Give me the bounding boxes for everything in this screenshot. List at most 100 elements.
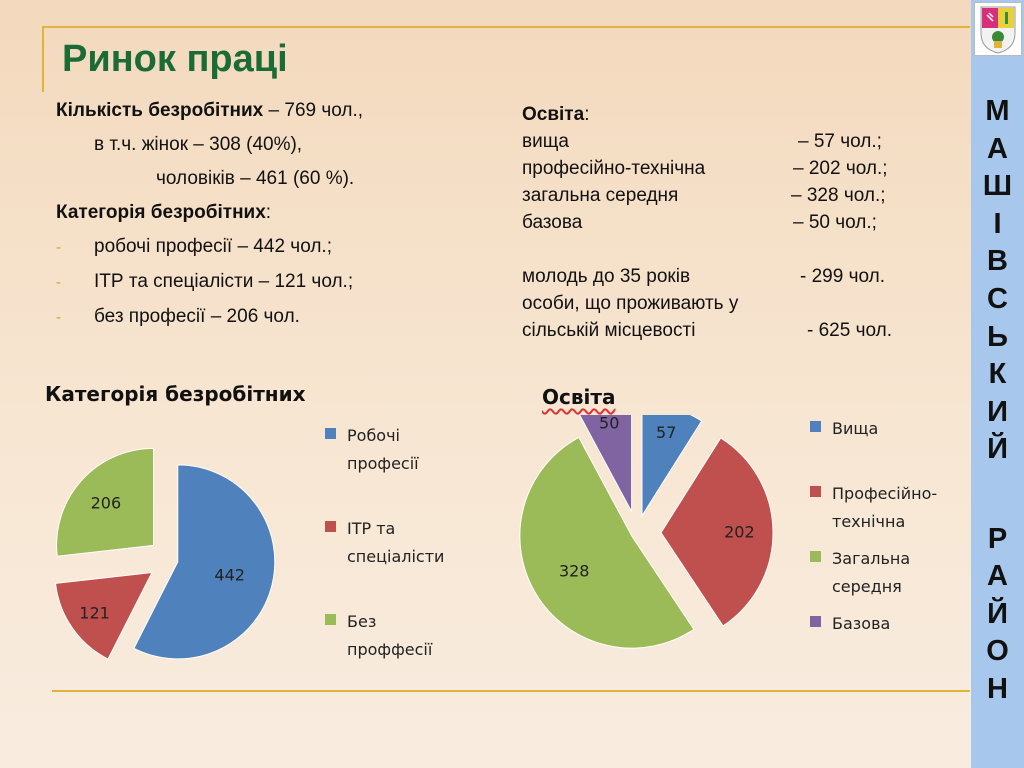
bullet-text: ІТР та спеціалісти – 121 чол.; [94, 271, 354, 292]
page-title: Ринок праці [62, 38, 288, 80]
district-letter: И [987, 395, 1008, 428]
education-row-value: – 328 чол.; [791, 185, 886, 206]
youth-value: - 299 чол. [800, 266, 885, 287]
pie-slice-4 [579, 415, 633, 512]
chart-title-education: Освіта [542, 385, 615, 409]
top-rule [42, 26, 970, 28]
rural-label-2: сільській місцевості [522, 320, 696, 341]
district-letter: Й [987, 597, 1008, 630]
district-letter: Й [987, 433, 1008, 466]
youth-row: молодь до 35 років - 299 чол. [522, 266, 942, 293]
education-row-label: професійно-технічна [522, 158, 706, 179]
category-label: Категорія безробітних [56, 202, 266, 223]
district-letter: І [993, 207, 1002, 240]
blank-row [522, 239, 942, 266]
district-letter: К [988, 358, 1007, 391]
district-letter: Н [987, 672, 1008, 705]
education-colon: : [584, 104, 590, 125]
education-row: загальна середня – 328 чол.; [522, 185, 942, 212]
left-accent-rule [42, 26, 44, 92]
youth-label: молодь до 35 років [522, 266, 691, 287]
district-letter: М [985, 95, 1010, 127]
pie-data-label: 206 [91, 494, 122, 513]
category-heading: Категорія безробітних: [56, 196, 516, 230]
legend-swatch [325, 521, 336, 532]
bullet-dash: - [56, 274, 61, 291]
education-row-label: вища [522, 131, 569, 152]
total-value: – 769 чол., [263, 100, 364, 121]
total-line: Кількість безробітних – 769 чол., [56, 94, 516, 128]
pie-data-label: 50 [599, 415, 619, 433]
pie-slice-1 [641, 415, 703, 518]
pie-data-label: 57 [656, 423, 676, 442]
pie-slice-3 [56, 447, 155, 557]
legend-swatch [810, 421, 821, 432]
legend-label: Вища [832, 419, 879, 438]
legend-label: Професійно-технічна [832, 484, 938, 531]
legend-swatch [325, 428, 336, 439]
district-letter: Ш [982, 170, 1013, 203]
education-row-value: – 202 чол.; [793, 158, 888, 179]
legend-label: Без проффесії [347, 612, 433, 659]
chart-title-education-text: Освіта [542, 385, 616, 409]
men-line: чоловіків – 461 (60 %). [156, 168, 355, 189]
pie-data-label: 442 [214, 565, 245, 584]
legend-label: Загальна середня [832, 549, 911, 596]
pie-data-label: 328 [559, 562, 590, 581]
total-label: Кількість безробітних [56, 100, 264, 121]
bullet-item: - без професії – 206 чол. [56, 300, 516, 335]
coat-of-arms-logo [974, 2, 1022, 56]
rural-row-2: сільській місцевості - 625 чол. [522, 320, 942, 347]
education-row: базова – 50 чол.; [522, 212, 942, 239]
bullet-item: - ІТР та спеціалісти – 121 чол.; [56, 265, 516, 300]
pie-chart-categories: 442 121 206 [54, 447, 276, 660]
district-letter: Р [987, 523, 1008, 555]
pie-slice-3 [519, 436, 695, 649]
pie-slice-2 [54, 571, 153, 660]
unemployment-summary: Кількість безробітних – 769 чол., в т.ч.… [56, 94, 516, 335]
legend-swatch [810, 551, 821, 562]
rural-row-1: особи, що проживають у [522, 293, 942, 320]
education-summary: Освіта: вища – 57 чол.; професійно-техніч… [522, 104, 942, 347]
district-letter: В [987, 245, 1008, 278]
category-colon: : [265, 202, 272, 223]
bullet-item: - робочі професії – 442 чол.; [56, 230, 516, 265]
education-row-value: – 57 чол.; [798, 131, 882, 152]
pie-data-label: 202 [724, 523, 755, 542]
education-label: Освіта [522, 104, 585, 125]
bottom-rule [52, 690, 970, 692]
legend-swatch [810, 616, 821, 627]
district-letter: А [987, 132, 1008, 165]
education-row-value: – 50 чол.; [793, 212, 877, 233]
bullet-text: без професії – 206 чол. [94, 306, 300, 327]
legend-label: Робочі професії [347, 426, 419, 473]
women-line: в т.ч. жінок – 308 (40%), [94, 134, 303, 155]
education-row: професійно-технічна – 202 чол.; [522, 158, 942, 185]
rural-value: - 625 чол. [807, 320, 892, 341]
education-row-label: базова [522, 212, 583, 233]
district-letter: С [987, 283, 1008, 315]
legend-swatch [810, 486, 821, 497]
education-heading: Освіта: [522, 104, 942, 131]
legend-education: Вища Професійно-технічна Загальна середня Ба… [810, 415, 970, 665]
education-row-label: загальна середня [522, 185, 679, 206]
legend-swatch [325, 614, 336, 625]
bullet-dash: - [56, 309, 61, 326]
district-letter: А [987, 560, 1008, 593]
chart-title-categories: Категорія безробітних [45, 382, 306, 406]
district-sidebar [971, 0, 1024, 768]
pie-slice-2 [660, 437, 774, 627]
rural-label-1: особи, що проживають у [522, 293, 739, 314]
bullet-dash: - [56, 239, 61, 256]
pie-data-label: 121 [79, 603, 110, 622]
legend-categories: Робочі професії ІТР та спеціалісти Без проффе… [325, 422, 475, 672]
pie-slice-1 [133, 464, 276, 660]
coat-of-arms-icon [980, 6, 1016, 54]
education-row: вища – 57 чол.; [522, 131, 942, 158]
district-letter: Ь [987, 320, 1008, 353]
legend-label: ІТР та спеціалісти [347, 519, 445, 566]
legend-label: Базова [832, 614, 891, 633]
bullet-text: робочі професії – 442 чол.; [94, 236, 332, 257]
district-letter: О [986, 635, 1009, 668]
pie-chart-education: 57 202 328 50 [519, 415, 774, 649]
